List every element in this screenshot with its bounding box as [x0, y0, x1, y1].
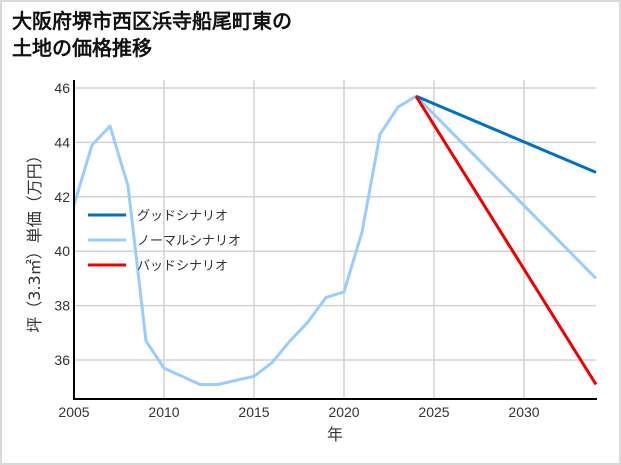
x-tick-label: 2020	[328, 404, 359, 420]
data-lines	[72, 94, 598, 386]
y-tick-label: 38	[54, 298, 70, 314]
legend-label: ノーマルシナリオ	[137, 234, 241, 249]
series-line	[415, 94, 597, 174]
legend-label: バッドシナリオ	[137, 259, 228, 274]
x-tick-label: 2025	[418, 404, 449, 420]
series-line	[414, 95, 598, 386]
series-line	[414, 95, 598, 280]
legend-label: グッドシナリオ	[137, 209, 228, 224]
x-tick-label: 2030	[508, 404, 539, 420]
y-tick-label: 42	[54, 189, 70, 205]
x-axis-label: 年	[327, 425, 343, 444]
y-tick-label: 36	[54, 352, 70, 368]
title-line-2: 土地の価格推移	[12, 36, 152, 60]
y-tick-label: 44	[54, 134, 70, 150]
x-tick-label: 2005	[58, 404, 89, 420]
y-axis-label: 坪（3.3㎡）単価（万円）	[25, 147, 44, 332]
x-tick-label: 2010	[148, 404, 179, 420]
y-tick-labels: 46 44 42 40 38 36	[54, 80, 70, 368]
chart-title: 大阪府堺市西区浜寺船尾町東の 土地の価格推移	[12, 8, 292, 62]
x-tick-label: 2015	[238, 404, 269, 420]
title-line-1: 大阪府堺市西区浜寺船尾町東の	[12, 9, 292, 33]
x-tick-labels: 2005 2010 2015 2020 2025 2030	[58, 404, 539, 420]
y-tick-label: 46	[54, 80, 70, 96]
grid-lines	[74, 80, 596, 399]
y-tick-label: 40	[54, 243, 70, 259]
series-line	[72, 94, 417, 386]
